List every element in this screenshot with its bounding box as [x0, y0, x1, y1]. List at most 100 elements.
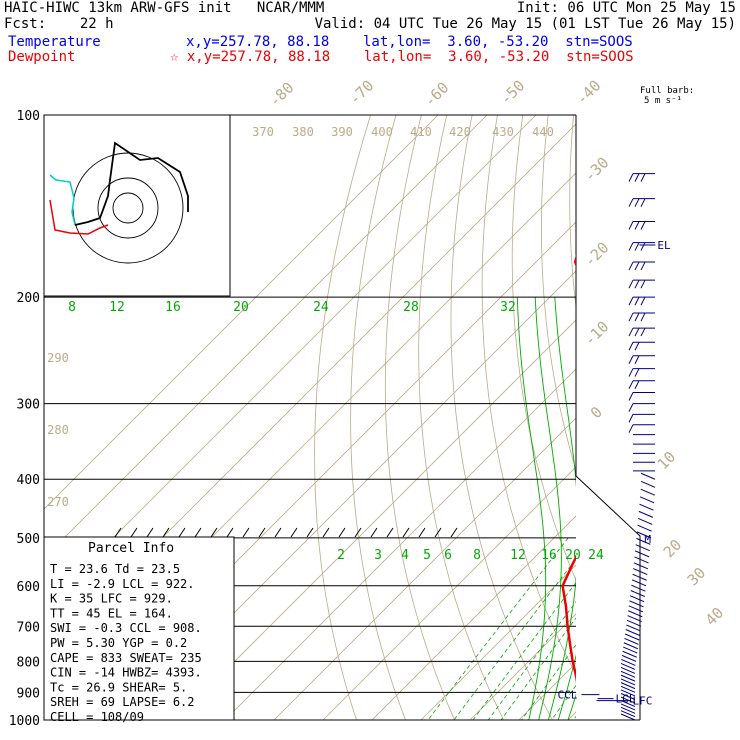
mixing-mid-label: 16 — [541, 548, 557, 563]
wind-barb — [627, 615, 642, 623]
wind-barb — [629, 600, 644, 608]
temp-top-label: -60 — [421, 79, 453, 111]
wind-barb — [626, 619, 642, 627]
parcel-info-row: K = 35 LFC = 929. — [50, 592, 173, 606]
freezing-tick — [434, 527, 442, 538]
wind-barb-staff — [620, 696, 636, 704]
pressure-label-1000: 1000 — [9, 714, 40, 729]
freezing-tick — [402, 527, 410, 538]
freezing-tick — [370, 527, 378, 538]
wind-barb — [620, 706, 636, 714]
wind-barb — [628, 242, 655, 251]
wind-barb-staff — [620, 674, 636, 682]
wind-barb-flag — [628, 368, 634, 377]
wind-barb-flag — [628, 279, 634, 289]
theta-label: 390 — [331, 125, 353, 139]
wind-barb-staff — [625, 629, 640, 636]
wind-barb — [628, 173, 655, 182]
wind-barb-staff — [639, 503, 654, 511]
wind-barb — [620, 703, 636, 711]
wind-barb — [626, 624, 641, 632]
wind-barb-staff — [623, 642, 639, 650]
mixing-ratio-line — [521, 644, 576, 720]
freezing-tick — [146, 527, 154, 538]
mixing-mid-label: 5 — [423, 548, 431, 563]
wind-barb — [628, 312, 655, 322]
wind-barb-staff — [620, 685, 636, 693]
hodograph-trace-upper — [74, 141, 189, 226]
wind-barb — [623, 646, 638, 654]
wind-barb — [637, 524, 652, 532]
wind-barb — [638, 510, 654, 518]
wind-barb-flag — [628, 342, 634, 351]
freezing-tick — [418, 527, 426, 538]
mixing-top-label: 24 — [313, 300, 329, 315]
mixing-mid-label: 2 — [337, 548, 345, 563]
wind-barb-staff — [620, 662, 636, 670]
wind-barb — [624, 633, 640, 641]
header-line1-right: Init: 06 UTC Mon 25 May 15 — [516, 0, 736, 16]
wind-barb-staff — [638, 517, 653, 525]
isotherm-line — [420, 564, 576, 720]
isotherm-line — [44, 115, 439, 510]
parcel-info-row: CELL = 108/09 — [50, 710, 144, 724]
wind-barb — [622, 650, 637, 658]
wind-barb — [639, 503, 654, 511]
wind-barb — [620, 689, 636, 697]
wind-barb — [620, 710, 636, 718]
wind-barb — [628, 355, 655, 364]
wind-barb-flag — [640, 242, 646, 251]
wind-barb-flag — [628, 173, 634, 182]
wind-barb-flag — [628, 312, 634, 322]
wind-barb-staff — [631, 584, 646, 592]
wind-barb-staff — [628, 605, 644, 613]
freezing-tick — [386, 527, 394, 538]
dewpoint-legend-info: ☆ x,y=257.78, 88.18 lat,lon= 3.60, -53.2… — [170, 49, 634, 65]
wind-barb-flag — [634, 242, 640, 251]
mixing-ratio-line — [591, 538, 719, 720]
wind-barb-flag — [628, 392, 634, 401]
wind-barb — [630, 590, 645, 597]
moist-adiabat — [557, 297, 576, 720]
wind-barb-staff — [628, 610, 643, 618]
temperature-legend-label: Temperature — [8, 34, 101, 50]
dry-adiabat — [675, 115, 740, 720]
level-marker-m: M — [644, 533, 651, 546]
parcel-info-row: SREH = 69 LAPSE= 6.2 — [50, 695, 195, 709]
wind-barb-staff — [636, 537, 651, 545]
mixing-mid-label: 12 — [510, 548, 526, 563]
pressure-label-800: 800 — [17, 655, 40, 670]
wind-barb-flag — [640, 221, 646, 230]
wind-barb-staff — [627, 615, 642, 623]
freezing-tick — [354, 527, 362, 538]
wind-barb-flag — [628, 242, 634, 251]
wind-barb-flag — [634, 312, 640, 322]
mixing-top-label: 16 — [165, 300, 181, 315]
dry-adiabat — [314, 115, 371, 720]
freezing-tick — [450, 527, 458, 538]
hodograph-trace-low — [49, 199, 109, 235]
mixing-ratio-line — [500, 617, 576, 720]
dry-adiabat — [650, 115, 740, 720]
dry-adiabat — [481, 115, 576, 676]
wind-barb — [620, 674, 636, 682]
theta-left-label: 280 — [47, 423, 69, 437]
mixing-top-label: 32 — [500, 300, 516, 315]
mixing-ratio-line — [629, 538, 740, 720]
wind-barb-staff — [620, 670, 636, 678]
wind-barb-staff — [638, 510, 654, 518]
level-marker-ccl: CCL — [558, 689, 578, 702]
barb-scale-title: Full barb: — [640, 86, 695, 96]
wind-barb-flag — [634, 261, 640, 271]
temp-top-label: -40 — [573, 77, 605, 109]
header-line2-left: Fcst: 22 h — [4, 16, 114, 32]
parcel-info-row: PW = 5.30 YGP = 0.2 — [50, 636, 187, 650]
wind-barb-staff — [631, 579, 647, 587]
freezing-tick — [194, 527, 202, 538]
parcel-info-row: CIN = -14 HWBZ= 4393. — [50, 666, 202, 680]
theta-label: 430 — [492, 125, 514, 139]
wind-barb — [628, 380, 655, 390]
mixing-mid-label: 6 — [444, 548, 452, 563]
level-marker-el: EL — [657, 239, 671, 252]
wind-barb — [632, 573, 647, 581]
